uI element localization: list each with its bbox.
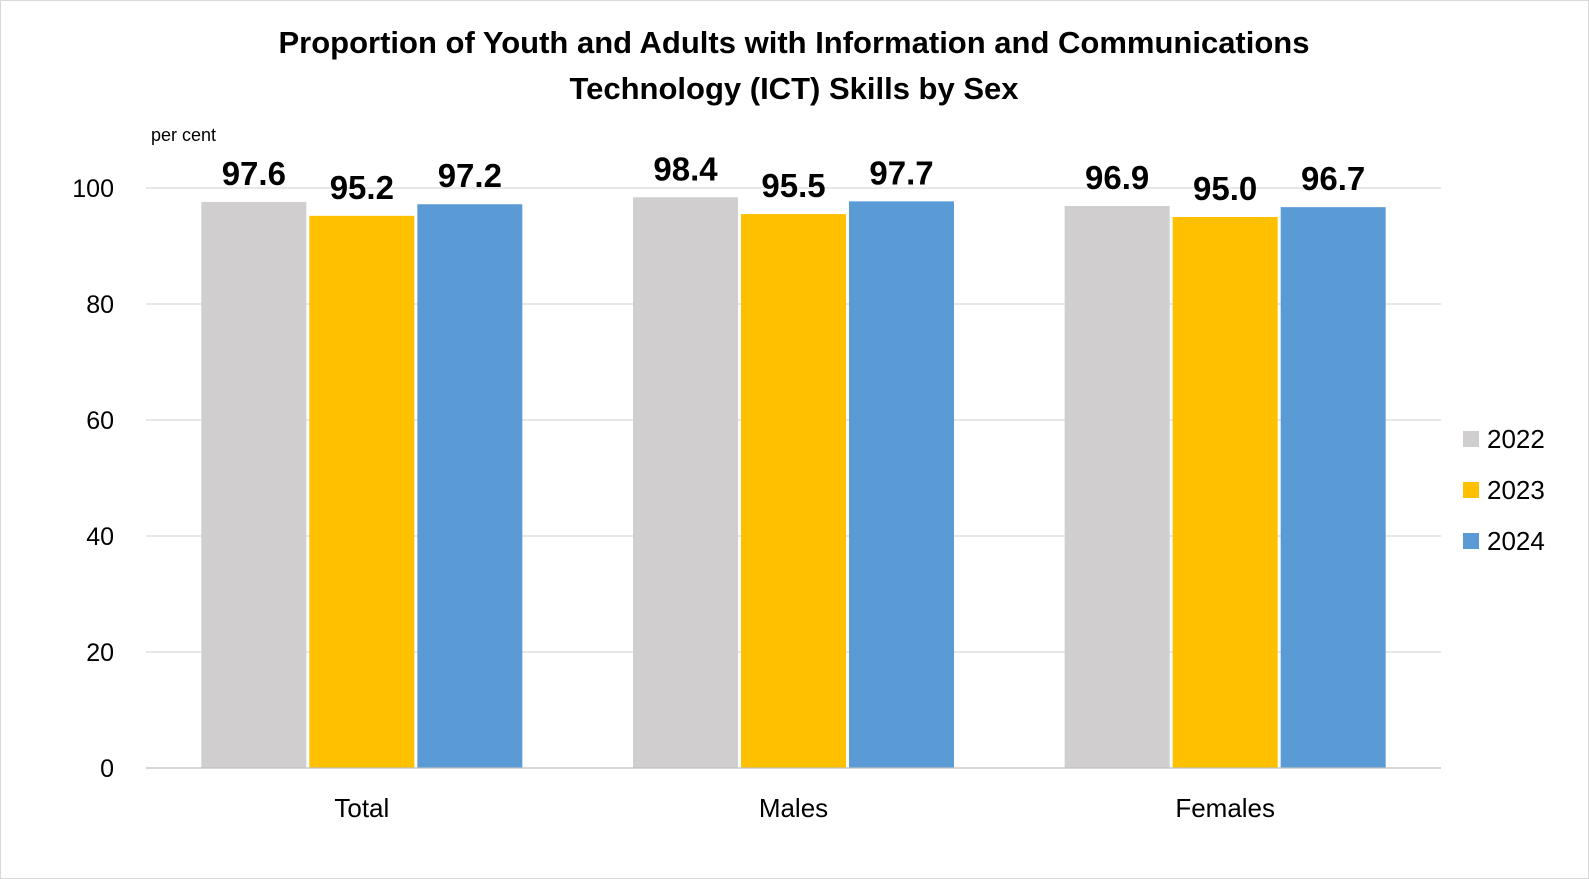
data-label-females-2024: 96.7 — [1301, 160, 1365, 197]
bar-females-2022 — [1064, 205, 1170, 769]
y-tick-label-80: 80 — [86, 291, 114, 319]
y-tick-label-20: 20 — [86, 639, 114, 667]
legend-item-2023: 2023 — [1463, 475, 1545, 505]
data-labels: 97.6 95.2 97.2 98.4 95.5 97.7 96.9 95.0 96.7 — [222, 150, 1366, 207]
legend-item-2022: 2022 — [1463, 424, 1545, 454]
legend-swatch-2022 — [1463, 431, 1479, 447]
chart-title-line-2: Technology (ICT) Skills by Sex — [569, 71, 1019, 106]
category-label-males: Males — [759, 793, 828, 823]
bar-males-2023 — [741, 214, 846, 769]
data-label-males-2023: 95.5 — [761, 167, 825, 204]
y-tick-label-100: 100 — [72, 175, 114, 203]
y-tick-label-0: 0 — [100, 755, 114, 783]
legend: 2022 2023 2024 — [1463, 424, 1545, 556]
data-label-total-2023: 95.2 — [330, 169, 394, 206]
y-tick-label-60: 60 — [86, 407, 114, 435]
bar-males-2022 — [633, 197, 738, 768]
legend-label-2023: 2023 — [1487, 475, 1545, 505]
bars — [201, 197, 1386, 769]
legend-label-2024: 2024 — [1487, 526, 1545, 556]
bar-total-2023 — [309, 215, 415, 769]
data-label-total-2022: 97.6 — [222, 155, 286, 192]
legend-swatch-2023 — [1463, 482, 1479, 498]
data-label-males-2024: 97.7 — [869, 154, 933, 191]
bar-females-2023 — [1172, 217, 1278, 768]
chart-title: Proportion of Youth and Adults with Info… — [279, 25, 1310, 106]
bar-females-2024 — [1280, 207, 1386, 768]
chart-title-line-1: Proportion of Youth and Adults with Info… — [279, 25, 1310, 60]
bar-total-2022 — [201, 201, 307, 769]
data-label-females-2022: 96.9 — [1085, 159, 1149, 196]
bar-total-2024 — [417, 204, 523, 769]
legend-label-2022: 2022 — [1487, 424, 1545, 454]
x-axis-categories: Total Males Females — [334, 793, 1275, 823]
data-label-total-2024: 97.2 — [438, 157, 502, 194]
category-label-total: Total — [334, 793, 389, 823]
legend-item-2024: 2024 — [1463, 526, 1545, 556]
data-label-males-2022: 98.4 — [653, 150, 718, 187]
y-tick-label-40: 40 — [86, 523, 114, 551]
data-label-females-2023: 95.0 — [1193, 170, 1257, 207]
y-axis-unit-label: per cent — [151, 125, 216, 145]
bar-males-2024 — [849, 201, 954, 769]
y-axis-ticks: 0 20 40 60 80 100 — [72, 175, 114, 783]
category-label-females: Females — [1175, 793, 1275, 823]
legend-swatch-2024 — [1463, 533, 1479, 549]
